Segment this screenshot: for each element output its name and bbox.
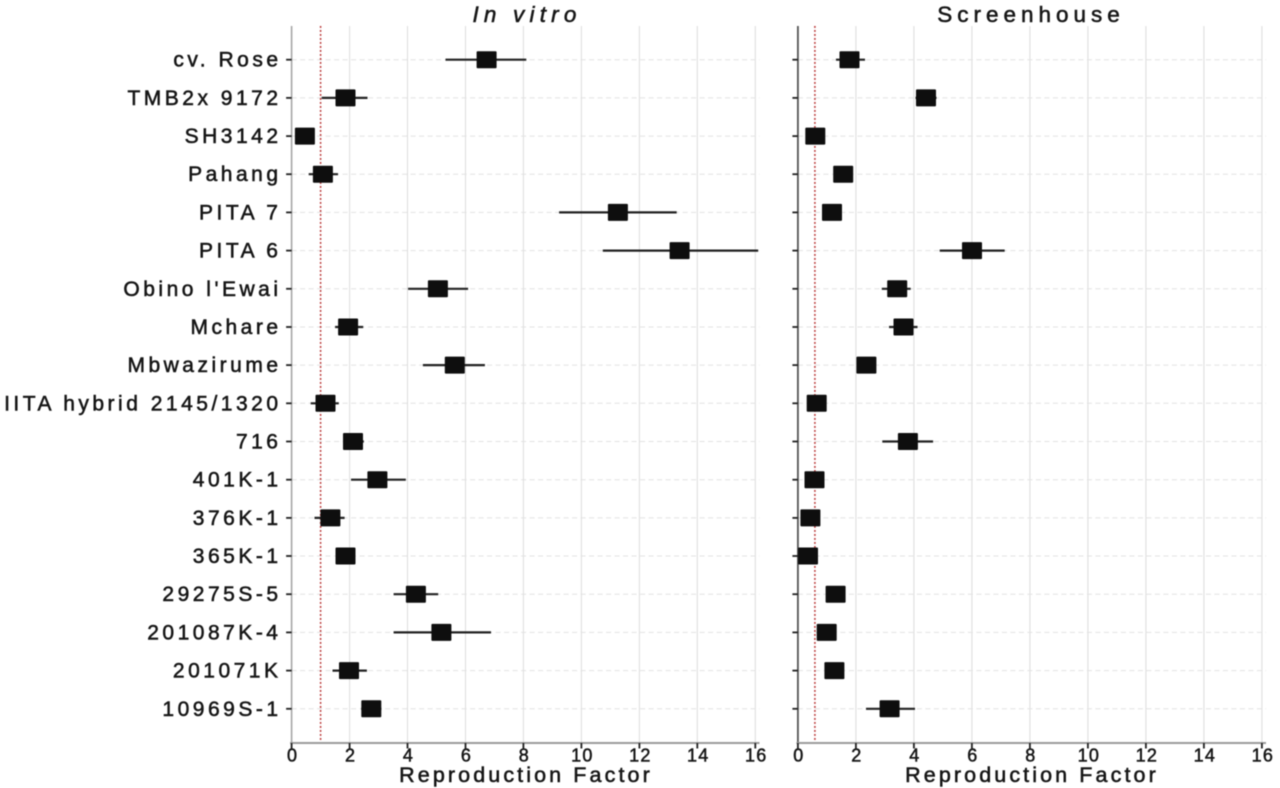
- svg-text:4: 4: [909, 746, 920, 766]
- svg-text:Mchare: Mchare: [190, 316, 281, 339]
- svg-text:0: 0: [287, 746, 298, 766]
- svg-text:PITA 6: PITA 6: [199, 240, 281, 263]
- svg-text:201071K: 201071K: [173, 660, 282, 683]
- svg-text:Obino l'Ewai: Obino l'Ewai: [123, 278, 281, 301]
- svg-text:SH3142: SH3142: [185, 125, 282, 148]
- svg-text:PITA 7: PITA 7: [199, 201, 281, 224]
- svg-text:716: 716: [236, 431, 282, 454]
- svg-text:Mbwazirume: Mbwazirume: [127, 354, 281, 377]
- svg-text:10: 10: [1078, 746, 1101, 766]
- svg-text:16: 16: [1252, 746, 1275, 766]
- svg-text:Reproduction Factor: Reproduction Factor: [399, 763, 653, 787]
- svg-text:TMB2x 9172: TMB2x 9172: [127, 87, 281, 110]
- svg-text:16: 16: [745, 746, 768, 766]
- svg-text:12: 12: [1136, 746, 1159, 766]
- svg-text:365K-1: 365K-1: [193, 545, 282, 568]
- svg-text:Screenhouse: Screenhouse: [937, 2, 1125, 27]
- svg-text:In vitro: In vitro: [472, 2, 581, 27]
- svg-text:2: 2: [851, 746, 862, 766]
- svg-text:10969S-1: 10969S-1: [162, 698, 281, 721]
- svg-text:0: 0: [793, 746, 804, 766]
- svg-text:376K-1: 376K-1: [193, 507, 282, 530]
- svg-text:IITA hybrid 2145/1320: IITA hybrid 2145/1320: [4, 392, 281, 415]
- svg-text:8: 8: [1025, 746, 1036, 766]
- svg-text:10: 10: [571, 746, 594, 766]
- svg-text:201087K-4: 201087K-4: [147, 621, 281, 644]
- svg-text:Reproduction Factor: Reproduction Factor: [905, 763, 1159, 787]
- svg-text:2: 2: [345, 746, 356, 766]
- svg-text:14: 14: [1194, 746, 1217, 766]
- svg-text:12: 12: [629, 746, 652, 766]
- svg-text:8: 8: [519, 746, 530, 766]
- svg-text:401K-1: 401K-1: [193, 469, 282, 492]
- svg-text:Pahang: Pahang: [188, 163, 281, 186]
- svg-text:4: 4: [403, 746, 414, 766]
- svg-text:29275S-5: 29275S-5: [162, 583, 281, 606]
- svg-text:6: 6: [461, 746, 472, 766]
- svg-text:14: 14: [687, 746, 710, 766]
- svg-text:6: 6: [967, 746, 978, 766]
- svg-text:cv. Rose: cv. Rose: [173, 49, 281, 72]
